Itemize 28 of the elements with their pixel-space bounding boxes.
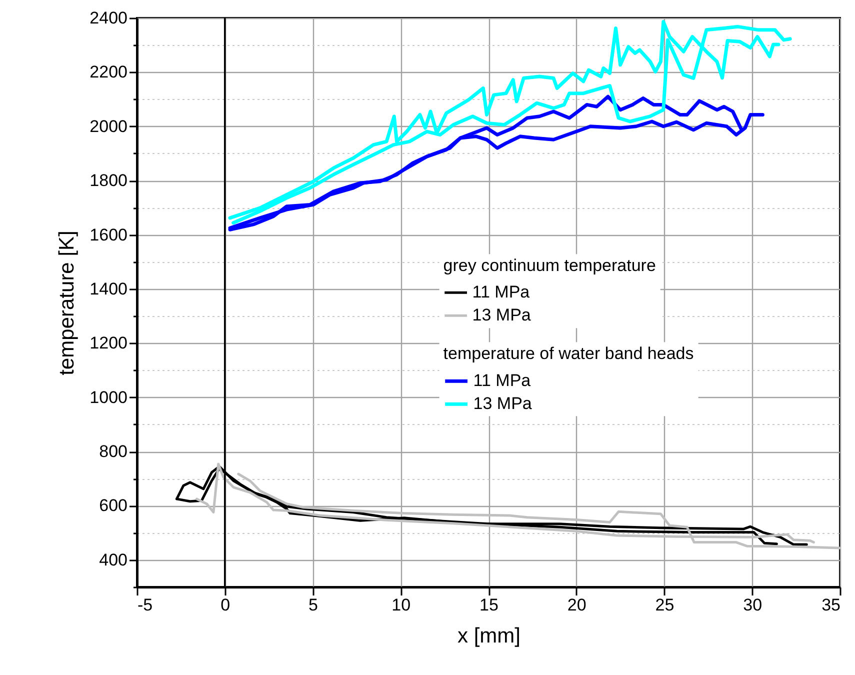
legend-label: 13 MPa: [473, 394, 532, 414]
x-tick-label: 30: [743, 596, 762, 614]
y-axis-title: temperature [K]: [56, 230, 79, 376]
legend-label: 13 MPa: [472, 306, 532, 325]
x-tick-label: 20: [567, 596, 586, 614]
legend-label: 11 MPa: [473, 371, 532, 390]
y-tick-label: 1000: [90, 388, 128, 407]
x-tick-label: 35: [822, 596, 840, 614]
y-tick-label: 1400: [90, 279, 128, 298]
y-tick-label: 600: [99, 496, 128, 516]
x-axis-title: x [mm]: [458, 624, 520, 648]
y-tick-label: 1200: [90, 334, 128, 353]
text: temperature of water band heads: [443, 344, 694, 364]
y-tick-label: 1600: [90, 225, 128, 244]
x-tick-label: 5: [308, 596, 318, 614]
text: grey continuum temperature: [443, 256, 656, 276]
x-tick-label: 15: [480, 596, 498, 614]
legend-label: 11 MPa: [472, 282, 530, 302]
y-tick-label: 800: [99, 442, 128, 462]
x-tick-label: 10: [392, 596, 411, 614]
x-tick-label: 25: [655, 596, 674, 614]
y-tick-label: 1800: [90, 171, 128, 190]
y-tick-label: 2400: [90, 8, 128, 28]
x-tick-label: 0: [220, 596, 230, 614]
x-tick-label: -5: [138, 596, 153, 614]
y-tick-label: 2000: [90, 116, 128, 136]
y-tick-label: 400: [99, 550, 128, 570]
y-tick-label: 2200: [90, 62, 128, 82]
